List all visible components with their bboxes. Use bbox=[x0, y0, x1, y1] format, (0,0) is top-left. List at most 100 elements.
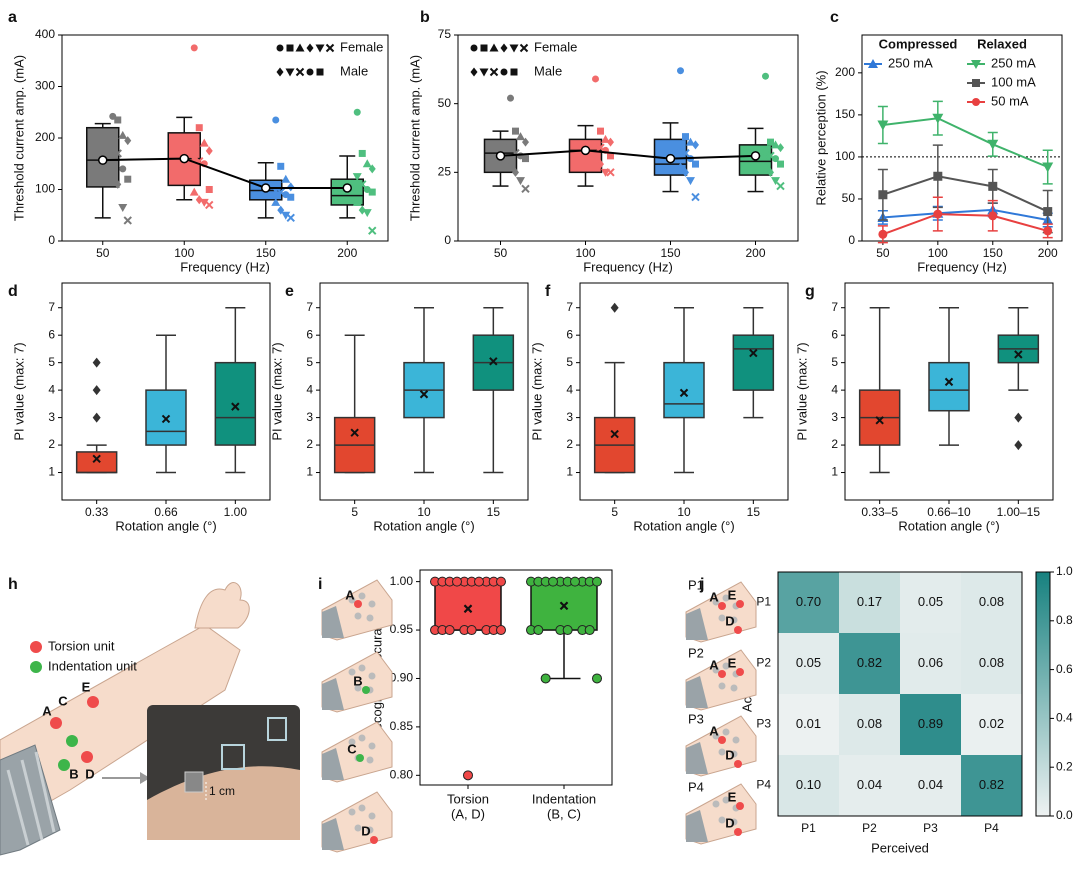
data-point bbox=[353, 108, 361, 116]
legend-glyph bbox=[972, 98, 980, 106]
unit-dot bbox=[730, 684, 738, 692]
data-point bbox=[516, 132, 525, 141]
y-tick-label: 50 bbox=[842, 191, 856, 205]
x-tick-label: 15 bbox=[487, 505, 501, 519]
data-point bbox=[522, 137, 529, 147]
x-tick-label: 150 bbox=[660, 246, 680, 260]
sleeve-icon bbox=[322, 678, 344, 710]
x-tick-label: 150 bbox=[983, 246, 1003, 260]
data-point bbox=[362, 159, 372, 168]
unit-dot bbox=[722, 662, 730, 670]
y-tick-label: 7 bbox=[306, 300, 313, 314]
legend-label: Indentation unit bbox=[48, 658, 137, 673]
mean-marker bbox=[98, 155, 108, 165]
x-tick-label: 0.66–10 bbox=[927, 505, 971, 519]
y-tick-label: 4 bbox=[831, 382, 838, 396]
data-point bbox=[1043, 226, 1053, 236]
outlier bbox=[610, 302, 619, 313]
unit-dot bbox=[358, 592, 366, 600]
data-point bbox=[878, 190, 888, 200]
data-point bbox=[592, 75, 599, 83]
heatmap-cell bbox=[900, 633, 961, 694]
data-point bbox=[606, 168, 615, 177]
panel-label: b bbox=[420, 9, 430, 26]
panel-label: c bbox=[830, 9, 839, 26]
y-tick-label: 4 bbox=[306, 382, 313, 396]
data-point bbox=[988, 211, 998, 221]
y-tick-label: 4 bbox=[566, 382, 573, 396]
x-tick-label: 1.00–15 bbox=[997, 505, 1041, 519]
data-point bbox=[124, 175, 132, 183]
data-point bbox=[533, 625, 544, 636]
data-point bbox=[562, 625, 573, 636]
cell-label: 0.06 bbox=[918, 655, 943, 670]
data-point bbox=[1043, 207, 1053, 217]
x-axis-label: Frequency (Hz) bbox=[583, 259, 673, 274]
sleeve-icon bbox=[322, 748, 344, 780]
legend-label: Female bbox=[534, 39, 577, 54]
data-point bbox=[522, 155, 529, 163]
y-axis-label: PI value (max: 7) bbox=[529, 342, 544, 440]
x-tick-label: P1 bbox=[801, 821, 816, 835]
data-point bbox=[691, 192, 700, 202]
unit-dot bbox=[354, 612, 362, 620]
y-tick-label: 0 bbox=[48, 233, 55, 247]
cell-label: 0.10 bbox=[796, 777, 821, 792]
data-point bbox=[286, 213, 295, 223]
data-point bbox=[358, 149, 366, 157]
y-tick-label: 3 bbox=[48, 410, 55, 424]
data-point bbox=[496, 576, 506, 587]
unit-dot bbox=[368, 812, 376, 820]
icon-label: P1 bbox=[688, 577, 704, 592]
mean-marker bbox=[179, 153, 189, 164]
data-point bbox=[597, 159, 604, 169]
outlier bbox=[463, 770, 473, 781]
data-point bbox=[368, 188, 376, 196]
legend-glyph bbox=[500, 68, 508, 76]
sleeve-icon bbox=[686, 608, 708, 640]
legend-glyph bbox=[285, 68, 295, 77]
data-point bbox=[592, 673, 602, 684]
mean-line bbox=[500, 149, 756, 160]
mean-line bbox=[102, 157, 348, 189]
unit-dot bbox=[722, 728, 730, 736]
y-tick-label: 6 bbox=[831, 327, 838, 341]
active-dot bbox=[734, 626, 742, 634]
active-dot bbox=[354, 600, 362, 608]
mean-marker bbox=[350, 428, 359, 437]
data-point bbox=[108, 177, 118, 186]
x-axis-label: Frequency (Hz) bbox=[180, 259, 270, 274]
heatmap-cell bbox=[839, 755, 900, 816]
data-point bbox=[988, 181, 998, 191]
data-point bbox=[119, 165, 127, 173]
unit-dot bbox=[368, 600, 376, 608]
y-tick-label: 100 bbox=[835, 149, 855, 163]
y-tick-label: 3 bbox=[831, 410, 838, 424]
site-label: D bbox=[85, 766, 94, 781]
unit-dot bbox=[718, 614, 726, 622]
legend-label: 250 mA bbox=[991, 55, 1036, 70]
heatmap-cell bbox=[900, 694, 961, 755]
mean-marker bbox=[419, 390, 429, 399]
y-tick-label: 1 bbox=[831, 465, 838, 479]
heatmap-cell bbox=[839, 572, 900, 633]
y-axis-label: Threshold current amp. (mA) bbox=[407, 55, 422, 221]
data-point bbox=[521, 184, 530, 194]
data-point bbox=[108, 144, 118, 153]
data-point bbox=[777, 143, 784, 153]
outlier bbox=[1014, 412, 1023, 423]
data-point bbox=[540, 673, 551, 684]
data-point bbox=[272, 116, 280, 124]
legend-glyph bbox=[509, 44, 519, 53]
data-point bbox=[205, 200, 214, 210]
data-point bbox=[682, 167, 689, 177]
y-tick-label: 300 bbox=[35, 79, 55, 93]
mean-marker bbox=[495, 151, 506, 161]
data-point bbox=[281, 174, 291, 183]
unit-dot bbox=[358, 734, 366, 742]
colorbar-tick-label: 0.2 bbox=[1056, 759, 1073, 773]
x-tick-label: 100 bbox=[174, 246, 194, 260]
y-tick-label: 0.90 bbox=[390, 671, 414, 685]
data-point bbox=[512, 127, 519, 135]
